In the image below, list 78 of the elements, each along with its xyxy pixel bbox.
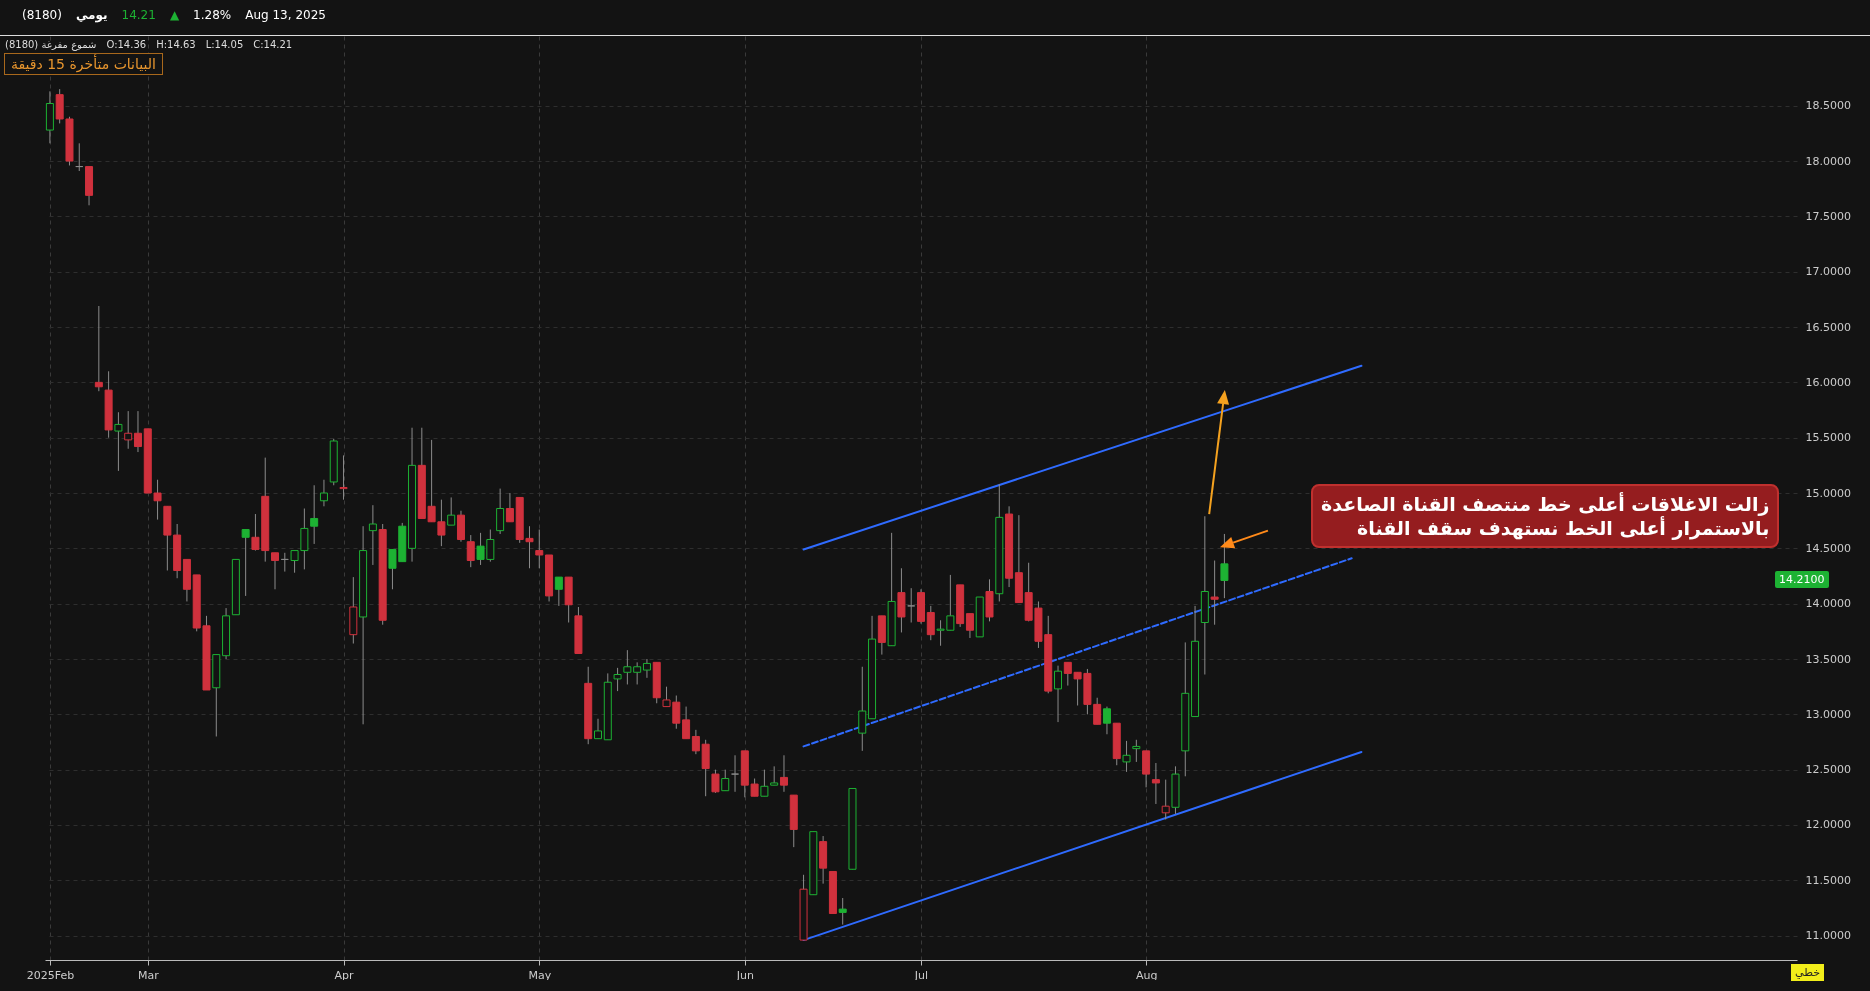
candlestick <box>721 769 730 792</box>
y-tick-label: 13.0000 <box>1805 707 1851 721</box>
x-tick-label: May <box>528 968 552 982</box>
candlestick <box>339 454 348 501</box>
annotation: L:14.05 <box>205 39 244 50</box>
y-tick-label: 12.5000 <box>1805 763 1851 777</box>
annotation: (8180) شموع مفرغة <box>5 39 97 50</box>
annotation: H:14.63 <box>156 39 196 50</box>
text: ▲ <box>169 8 180 22</box>
annotation: C:14.21 <box>253 39 293 50</box>
candlestick <box>926 605 935 641</box>
candlestick <box>1122 740 1131 773</box>
candlestick <box>133 410 142 453</box>
candlestick <box>613 667 622 692</box>
y-tick-label: 11.0000 <box>1805 929 1851 943</box>
text: (8180) <box>22 8 62 22</box>
chart-title: يومي <box>75 8 108 22</box>
candlestick <box>1102 706 1111 735</box>
y-tick-label: 18.0000 <box>1805 154 1851 168</box>
candlestick <box>642 658 651 679</box>
candlestick <box>94 305 103 392</box>
candlestick <box>838 897 847 926</box>
candlestick <box>319 479 328 507</box>
candlestick <box>731 754 740 793</box>
candlestick <box>466 534 475 568</box>
candlestick <box>535 529 544 569</box>
text: 1.28% <box>193 8 232 22</box>
text: 14.21 <box>121 8 156 22</box>
candlestick <box>271 552 280 590</box>
candlestick <box>1132 739 1141 763</box>
candlestick <box>907 587 916 623</box>
y-tick-label: 18.5000 <box>1805 99 1851 113</box>
annotation: زالت الاغلاقات أعلى خط منتصف القناة الصاعدة بالاستمرار أعلى الخط نستهدف سقف القناة <box>1321 492 1770 541</box>
x-tick-label: Jul <box>913 968 929 982</box>
candlestick <box>1210 560 1219 626</box>
candlestick <box>114 411 123 472</box>
candlestick <box>760 769 769 797</box>
candlestick <box>554 576 563 607</box>
x-tick-label: Mar <box>137 968 160 982</box>
candlestick <box>858 666 867 752</box>
candlestick <box>682 706 691 740</box>
y-tick-label: 16.5000 <box>1805 320 1851 334</box>
candlestick <box>124 410 133 450</box>
candlestick <box>691 729 700 755</box>
x-tick-label: 2025Feb <box>26 968 75 982</box>
y-tick-label: 17.0000 <box>1805 265 1851 279</box>
candlestick <box>1151 762 1160 805</box>
candlestick <box>1142 750 1151 788</box>
x-tick-label: Aug <box>1135 968 1158 982</box>
candlestick <box>770 765 779 786</box>
candlestick <box>779 754 788 793</box>
y-tick-label: 15.5000 <box>1805 431 1851 445</box>
text: خطي <box>1791 964 1824 981</box>
x-tick-label: Apr <box>334 968 355 982</box>
y-tick-label: 17.5000 <box>1805 209 1851 223</box>
annotation: 14.2100 <box>1775 571 1829 589</box>
candlestick <box>594 718 603 740</box>
candlestick <box>1054 665 1063 723</box>
candlestick <box>310 484 319 545</box>
candlestick <box>241 529 250 597</box>
y-tick-label: 11.5000 <box>1805 873 1851 887</box>
annotation: البيانات متأخرة 15 دقيقة <box>4 53 163 75</box>
annotation: O:14.36 <box>106 39 147 50</box>
candlestick <box>711 769 720 794</box>
y-tick-label: 13.5000 <box>1805 652 1851 666</box>
candlestick <box>965 613 974 639</box>
candlestick <box>505 492 514 523</box>
y-tick-label: 16.0000 <box>1805 375 1851 389</box>
candlestick <box>447 496 456 526</box>
candlestick <box>1220 533 1229 599</box>
x-tick-label: Jun <box>735 968 754 982</box>
y-tick-label: 14.0000 <box>1805 597 1851 611</box>
candlestick <box>368 504 377 566</box>
y-tick-label: 14.5000 <box>1805 541 1851 555</box>
y-tick-label: 12.0000 <box>1805 818 1851 832</box>
candlestick <box>496 488 505 535</box>
y-tick-label: 15.0000 <box>1805 486 1851 500</box>
text: Aug 13, 2025 <box>245 8 326 22</box>
